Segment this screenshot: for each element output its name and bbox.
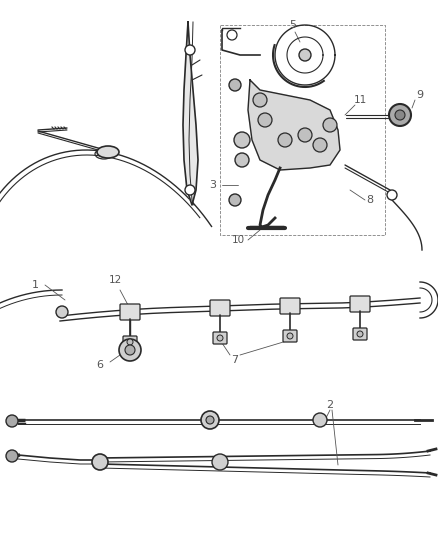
Circle shape [313,138,327,152]
Text: 7: 7 [231,355,239,365]
Circle shape [212,454,228,470]
Circle shape [201,411,219,429]
Circle shape [125,345,135,355]
Circle shape [278,133,292,147]
Polygon shape [183,22,198,205]
Circle shape [323,118,337,132]
Circle shape [217,335,223,341]
Circle shape [206,416,214,424]
Circle shape [299,49,311,61]
Circle shape [6,415,18,427]
Text: 10: 10 [231,235,244,245]
Circle shape [229,194,241,206]
Circle shape [6,450,18,462]
Circle shape [127,339,133,345]
FancyBboxPatch shape [123,336,137,348]
FancyBboxPatch shape [283,330,297,342]
FancyBboxPatch shape [213,332,227,344]
Circle shape [389,104,411,126]
Circle shape [235,153,249,167]
FancyBboxPatch shape [350,296,370,312]
Circle shape [185,45,195,55]
Circle shape [258,113,272,127]
Text: 2: 2 [326,400,334,410]
FancyBboxPatch shape [353,328,367,340]
Circle shape [387,190,397,200]
Text: 12: 12 [108,275,122,285]
FancyBboxPatch shape [210,300,230,316]
Circle shape [227,30,237,40]
Circle shape [185,185,195,195]
Text: 6: 6 [96,360,103,370]
Circle shape [119,339,141,361]
Circle shape [229,79,241,91]
FancyBboxPatch shape [280,298,300,314]
Circle shape [395,110,405,120]
Circle shape [92,454,108,470]
Circle shape [234,132,250,148]
Circle shape [313,413,327,427]
FancyBboxPatch shape [120,304,140,320]
Text: 11: 11 [353,95,367,105]
Circle shape [287,333,293,339]
Circle shape [298,128,312,142]
Text: 9: 9 [417,90,424,100]
Circle shape [357,331,363,337]
Text: 1: 1 [32,280,39,290]
Text: 3: 3 [209,180,216,190]
Circle shape [56,306,68,318]
Circle shape [253,93,267,107]
Text: 5: 5 [290,20,297,30]
Polygon shape [248,80,340,170]
Text: 8: 8 [367,195,374,205]
Ellipse shape [97,146,119,158]
